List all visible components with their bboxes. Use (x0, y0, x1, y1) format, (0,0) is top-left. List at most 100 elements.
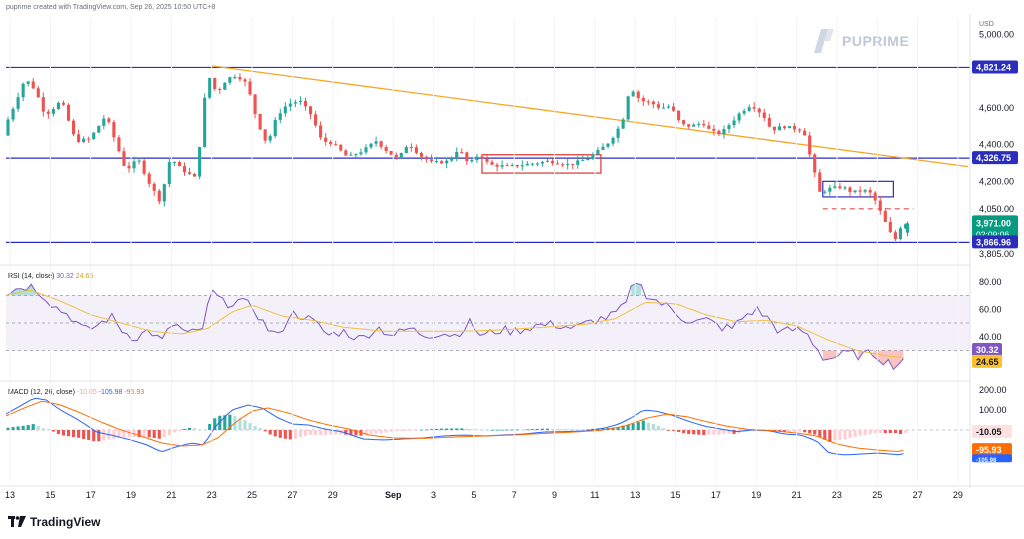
macd-histogram-bar (490, 429, 494, 431)
candle-body (308, 106, 313, 115)
candle-body (87, 138, 91, 140)
macd-histogram-bar (71, 430, 76, 438)
macd-histogram-bar (893, 430, 897, 434)
macd-histogram-bar (495, 429, 499, 431)
candle-body (122, 151, 126, 166)
candle-body (71, 120, 76, 135)
candle-body (777, 126, 781, 131)
macd-histogram-bar (112, 430, 116, 439)
time-axis-tick-label: 15 (45, 490, 55, 500)
candle-body (112, 122, 116, 138)
candle-body (843, 187, 847, 189)
macd-histogram-bar (722, 430, 726, 435)
brand-name: PUPRIME (842, 33, 910, 49)
candle-body (702, 123, 706, 126)
macd-histogram-bar (218, 415, 222, 430)
macd-histogram-bar (122, 430, 126, 438)
candle-body (21, 83, 25, 98)
macd-histogram-bar (707, 430, 711, 435)
candle-body (782, 126, 787, 129)
candle-body (102, 118, 106, 126)
time-axis-tick-label: 23 (832, 490, 842, 500)
trendline (211, 65, 969, 168)
macd-histogram-bar (818, 430, 822, 437)
macd-histogram-bar (82, 430, 86, 439)
candle-body (636, 91, 640, 99)
price-axis-tick-label: 4,200.00 (979, 176, 1014, 186)
candle-body (460, 152, 464, 154)
macd-histogram-bar (177, 430, 182, 431)
price-axis-tick-label: 4,600.00 (979, 103, 1014, 113)
macd-histogram-bar (26, 424, 30, 430)
macd-histogram-bar (803, 430, 807, 433)
candle-body (233, 77, 237, 79)
candle-body (818, 172, 822, 192)
macd-histogram-bar (782, 430, 787, 433)
candle-body (97, 125, 101, 133)
macd-histogram-bar (445, 428, 449, 430)
macd-histogram-bar (162, 430, 166, 438)
macd-axis-tick-label: 100.00 (979, 405, 1007, 415)
macd-value-badge (972, 425, 1012, 439)
candle-body (218, 88, 222, 90)
macd-histogram-bar (268, 430, 272, 435)
macd-histogram-bar (868, 430, 872, 435)
candle-body (273, 119, 277, 137)
macd-histogram-bar (258, 428, 262, 430)
tradingview-logo[interactable]: TradingView (8, 515, 100, 529)
macd-histogram-bar (172, 430, 176, 433)
time-axis-tick-label: 11 (590, 490, 599, 500)
candle-body (490, 161, 494, 165)
candle-body (752, 107, 756, 109)
macd-histogram-bar (671, 430, 676, 431)
rsi-overbought-fill (631, 283, 642, 296)
time-axis-tick-label: 29 (953, 490, 963, 500)
macd-histogram-bar (440, 428, 444, 430)
macd-histogram-bar (505, 429, 509, 431)
time-axis-tick-label: 25 (872, 490, 882, 500)
macd-histogram-bar (21, 425, 25, 430)
time-axis-tick-label: 21 (166, 490, 176, 500)
macd-histogram-bar (324, 430, 328, 435)
candle-body (319, 125, 323, 138)
macd-histogram-bar (369, 430, 373, 435)
candle-body (46, 111, 50, 114)
candle-body (193, 173, 197, 177)
macd-histogram-bar (550, 428, 555, 430)
candle-body (717, 130, 721, 135)
rsi-badge-label: 30.32 (976, 345, 999, 355)
macd-histogram-bar (248, 423, 252, 430)
candle-body (893, 232, 897, 240)
candle-body (455, 152, 459, 159)
candle-body (298, 100, 303, 103)
macd-histogram-bar (666, 430, 671, 431)
time-axis-tick-label: 25 (247, 490, 257, 500)
rsi-ma-line (5, 289, 904, 358)
macd-histogram-bar (187, 427, 192, 430)
current-price-label: 3,971.00 (976, 218, 1011, 228)
macd-histogram-bar (46, 429, 50, 430)
candle-body (732, 120, 736, 126)
candle-body (677, 110, 681, 121)
candle-body (82, 138, 86, 142)
price-axis-tick-label: 3,805.00 (979, 249, 1014, 259)
macd-histogram-bar (152, 430, 156, 438)
macd-histogram-bar (656, 425, 660, 430)
macd-histogram-bar (399, 430, 403, 431)
macd-histogram-bar (344, 430, 348, 435)
macd-histogram-bar (651, 424, 655, 430)
candle-body (66, 104, 71, 121)
candle-body (11, 108, 15, 120)
candle-body (742, 110, 746, 114)
candle-body (379, 141, 383, 147)
candle-body (858, 190, 862, 192)
candle-body (303, 100, 308, 107)
puprime-logo-icon (814, 29, 834, 53)
candle-body (550, 160, 555, 164)
macd-histogram-bar (11, 427, 15, 430)
macd-axis-tick-label: 200.00 (979, 385, 1007, 395)
tradingview-logo-icon (8, 516, 26, 527)
macd-histogram-bar (238, 418, 242, 430)
rsi-legend: RSI (14, close) 30.32 24.65 (8, 273, 93, 280)
